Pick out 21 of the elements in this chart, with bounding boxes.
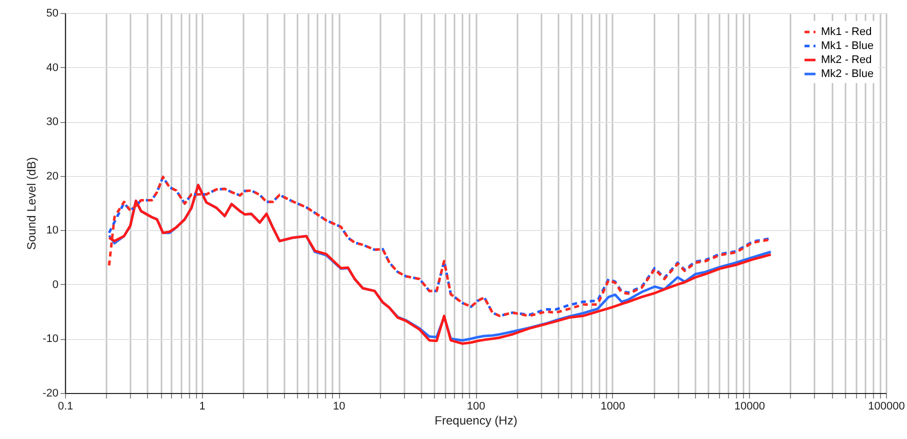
x-tick-label: 1 xyxy=(199,400,206,412)
y-tick-label: 30 xyxy=(46,116,58,128)
y-tick-label: 50 xyxy=(46,8,58,20)
y-tick-label: 10 xyxy=(46,224,58,237)
x-tick-label: 10 xyxy=(333,400,346,412)
legend-label: Mk2 - Blue xyxy=(821,68,874,80)
x-tick-label: 1000 xyxy=(600,400,626,412)
legend-label: Mk1 - Red xyxy=(821,26,872,38)
legend-label: Mk2 - Red xyxy=(821,54,872,66)
x-tick-label: 100000 xyxy=(868,400,905,412)
x-tick-label: 10000 xyxy=(734,400,765,412)
y-tick-label: -10 xyxy=(42,333,58,346)
y-axis-title: Sound Level (dB) xyxy=(24,157,39,250)
y-tick-label: 0 xyxy=(52,278,58,291)
y-tick-label: 40 xyxy=(46,62,58,74)
x-tick-label: 100 xyxy=(466,400,486,412)
legend-label: Mk1 - Blue xyxy=(821,40,874,52)
x-axis-title: Frequency (Hz) xyxy=(434,414,518,428)
y-tick-label: -20 xyxy=(42,388,58,400)
y-tick-label: 20 xyxy=(46,170,58,182)
x-tick-label: 0.1 xyxy=(58,400,74,412)
